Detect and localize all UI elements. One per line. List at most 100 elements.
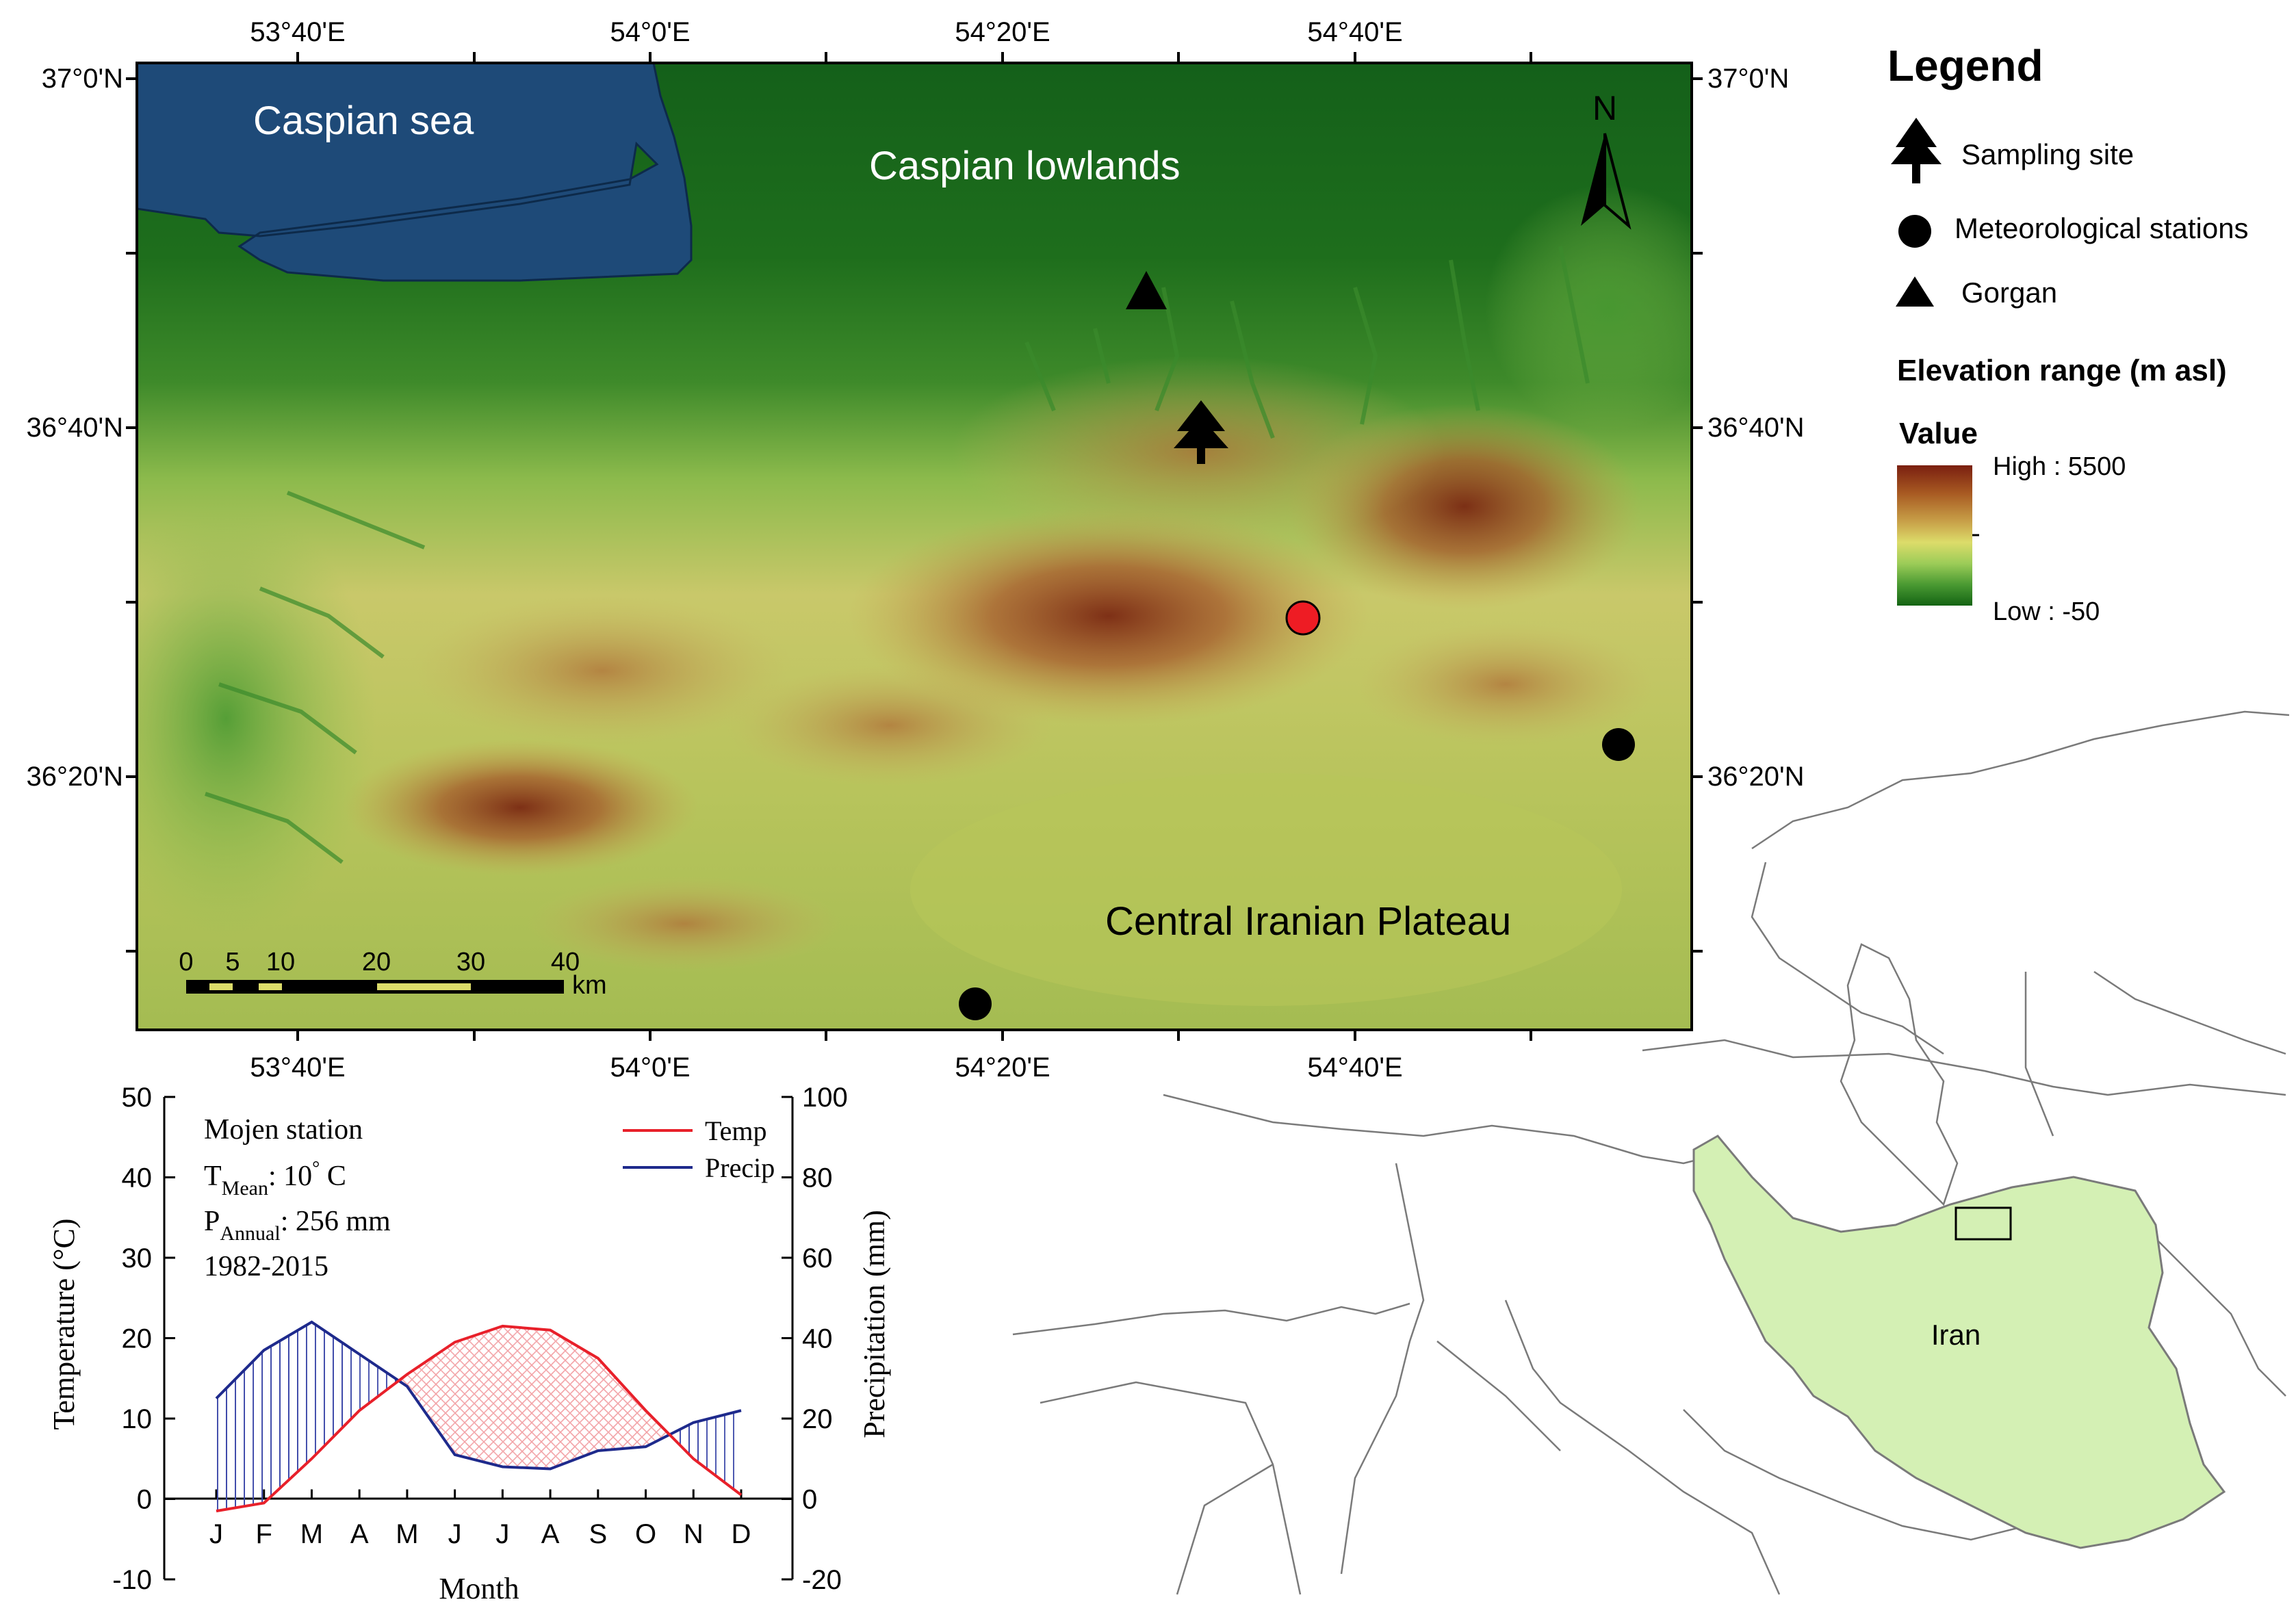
dry-period-fill <box>454 1341 456 1456</box>
chart-annotation-tmean: TMean: 10° C <box>204 1158 346 1200</box>
dry-period-fill <box>439 1351 441 1435</box>
dry-period-fill <box>553 1332 554 1468</box>
chart-annotation-period: 1982-2015 <box>204 1251 328 1282</box>
y2-tick-label: 20 <box>802 1404 833 1434</box>
dry-period-fill <box>450 1344 452 1451</box>
humid-period-fill <box>316 1325 318 1454</box>
humid-period-fill <box>253 1360 255 1505</box>
dry-period-fill <box>483 1332 485 1462</box>
dry-period-fill <box>531 1328 532 1469</box>
humid-period-fill <box>380 1368 382 1395</box>
legend-item-sampling-site: Sampling site <box>1961 138 2134 170</box>
humid-period-fill <box>684 1426 686 1451</box>
humid-period-fill <box>268 1347 269 1499</box>
y2-tick-label: -20 <box>802 1565 842 1595</box>
humid-period-fill <box>733 1412 734 1490</box>
dry-period-fill <box>521 1328 523 1468</box>
dry-period-fill <box>452 1343 454 1453</box>
chart-annotation-station: Mojen station <box>204 1114 363 1146</box>
lon-tick-top-4: 54°40'E <box>1307 17 1402 47</box>
dry-period-fill <box>581 1348 582 1458</box>
legend-color-ramp <box>1897 465 1972 606</box>
chart-annotation-pannual: PAnnual: 256 mm <box>204 1206 391 1245</box>
humid-period-fill <box>353 1350 354 1417</box>
humid-period-fill <box>377 1366 378 1397</box>
humid-period-fill <box>364 1357 365 1407</box>
plateau-flat <box>910 773 1622 1006</box>
dry-period-fill <box>615 1376 616 1449</box>
scale-tick-20: 20 <box>362 948 391 976</box>
humid-period-fill <box>378 1367 380 1397</box>
humid-period-fill <box>740 1410 741 1495</box>
dry-period-fill <box>623 1386 625 1449</box>
humid-period-fill <box>379 1367 380 1396</box>
dry-period-fill <box>489 1330 491 1464</box>
humid-period-fill <box>392 1376 394 1386</box>
precip-series-line <box>215 1320 742 1471</box>
label-caspian-lowlands: Caspian lowlands <box>869 144 1181 188</box>
humid-period-fill <box>702 1420 704 1466</box>
humid-period-fill <box>265 1349 266 1503</box>
humid-period-fill <box>337 1339 339 1433</box>
dry-period-fill <box>554 1332 556 1468</box>
humid-period-fill <box>359 1354 361 1411</box>
dry-period-fill <box>414 1369 415 1398</box>
humid-period-fill <box>730 1412 732 1488</box>
x-tick-label: M <box>300 1519 323 1549</box>
humid-period-fill <box>250 1362 253 1505</box>
chart-annotation-t: T <box>204 1161 222 1192</box>
humid-period-fill <box>221 1392 222 1510</box>
dry-period-fill <box>544 1330 545 1469</box>
humid-period-fill <box>346 1345 348 1424</box>
dry-period-fill <box>579 1347 580 1458</box>
humid-period-fill <box>354 1351 356 1416</box>
dry-period-fill <box>487 1330 489 1464</box>
dry-period-fill <box>428 1358 430 1419</box>
humid-period-fill <box>365 1358 367 1406</box>
inset-central-asia <box>1751 710 2290 1137</box>
lon-tick-top-1: 53°40'E <box>250 17 345 47</box>
humid-period-fill <box>686 1425 688 1453</box>
humid-period-fill <box>704 1419 706 1468</box>
dry-period-fill <box>506 1326 508 1467</box>
chart-annotation-p-value: : 256 mm <box>281 1206 391 1237</box>
y-tick-label: 40 <box>122 1163 153 1193</box>
humid-period-fill <box>724 1414 725 1483</box>
dry-period-fill <box>470 1336 472 1460</box>
dry-period-fill <box>445 1348 446 1443</box>
dry-period-fill <box>407 1373 409 1388</box>
humid-period-fill <box>227 1386 229 1510</box>
humid-period-fill <box>266 1348 268 1501</box>
humid-period-fill <box>342 1343 344 1428</box>
x-tick-label: S <box>589 1519 607 1549</box>
humid-period-fill <box>352 1349 354 1418</box>
inset-caspian-outline <box>1840 943 1959 1206</box>
dry-period-fill <box>656 1421 658 1442</box>
humid-period-fill <box>739 1410 740 1495</box>
dry-period-fill <box>576 1345 578 1460</box>
humid-period-fill <box>357 1353 359 1413</box>
humid-period-fill <box>300 1328 302 1469</box>
humid-period-fill <box>344 1344 346 1426</box>
humid-period-fill <box>222 1391 224 1510</box>
dry-period-fill <box>533 1328 534 1469</box>
humid-period-fill <box>263 1349 266 1503</box>
dry-period-fill <box>543 1329 545 1469</box>
dry-period-fill <box>591 1354 593 1453</box>
humid-period-fill <box>389 1374 391 1388</box>
dry-period-fill <box>650 1415 652 1445</box>
humid-period-fill <box>298 1329 300 1471</box>
lat-tick-right-1: 37°0'N <box>1707 64 1789 94</box>
chart-lines <box>215 1320 743 1513</box>
dry-period-fill <box>417 1366 420 1403</box>
humid-period-fill <box>713 1417 714 1475</box>
x-tick-label: O <box>635 1519 656 1549</box>
y2-tick-label: 80 <box>802 1163 833 1193</box>
station-marker-east <box>1602 728 1635 761</box>
dry-period-fill <box>404 1375 406 1386</box>
humid-period-fill <box>355 1351 357 1415</box>
north-arrow: N <box>1581 89 1631 230</box>
humid-period-fill <box>691 1423 693 1458</box>
y-tick-label: 0 <box>137 1485 152 1515</box>
dry-period-fill <box>448 1345 450 1448</box>
